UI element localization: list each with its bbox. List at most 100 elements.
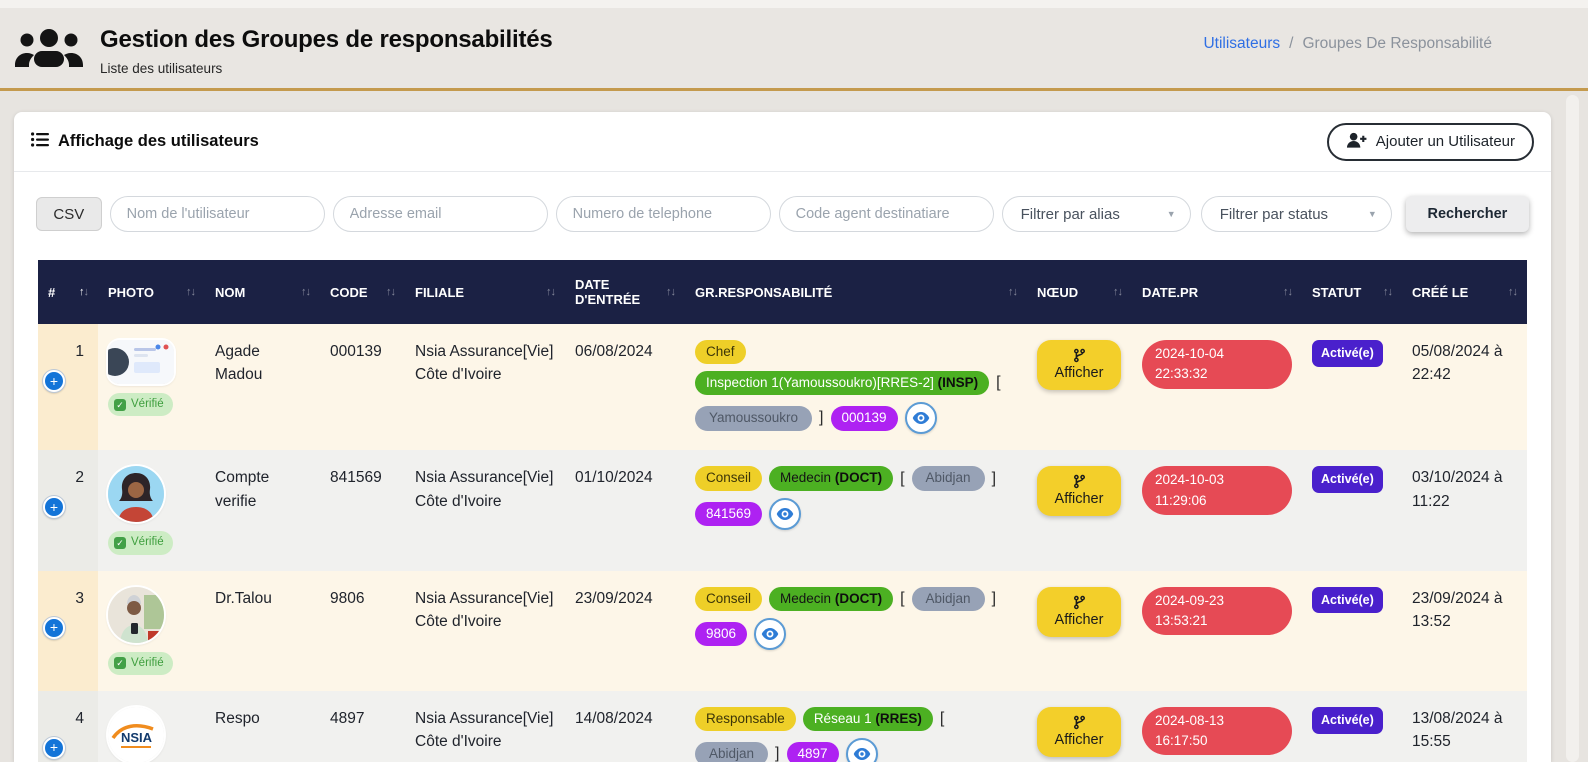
csv-export-button[interactable]: CSV — [36, 197, 102, 231]
cell-filiale: Nsia Assurance[Vie] Côte d'Ivoire — [405, 324, 565, 450]
bracket-open: [ — [940, 707, 944, 731]
agent-code-filter-input[interactable] — [779, 196, 994, 232]
column-header-nom[interactable]: NOM ↑↓ — [205, 260, 320, 324]
cell-noeud: Afficher — [1027, 571, 1132, 691]
username-filter-input[interactable] — [110, 196, 325, 232]
row-number: 1 — [75, 340, 84, 363]
column-header-code[interactable]: CODE ↑↓ — [320, 260, 405, 324]
table-row: 2 + ✓ Vérifié — [38, 450, 1527, 570]
users-table-wrap: # ↑↓ PHOTO ↑↓ NOM ↑↓ CODE ↑↓ FILIALE ↑↓ — [38, 260, 1527, 762]
row-number: 3 — [75, 587, 84, 610]
cell-date-pr: 2024-08-13 16:17:50 — [1132, 691, 1302, 762]
sort-icon: ↑↓ — [1508, 286, 1517, 298]
group-badge: Réseau 1 (RRES) — [803, 707, 933, 731]
column-header-date-entree[interactable]: DATE D'ENTRÉE ↑↓ — [565, 260, 685, 324]
cell-gr-responsabilite: Chef Inspection 1(Yamoussoukro)[RRES-2] … — [685, 324, 1027, 450]
add-user-button[interactable]: Ajouter un Utilisateur — [1327, 123, 1534, 161]
status-badge: Activé(e) — [1312, 587, 1383, 614]
view-details-button[interactable] — [905, 402, 937, 434]
scrollbar[interactable] — [1566, 95, 1579, 762]
show-node-button[interactable]: Afficher — [1037, 707, 1121, 757]
cell-num: 1 + — [38, 324, 98, 450]
role-badge: Responsable — [695, 707, 796, 731]
status-filter-select[interactable]: Filtrer par status ▼ — [1201, 196, 1392, 232]
breadcrumb-link-utilisateurs[interactable]: Utilisateurs — [1203, 35, 1280, 53]
expand-row-button[interactable]: + — [43, 370, 65, 392]
status-filter-value: Filtrer par status — [1220, 206, 1328, 223]
cell-gr-responsabilite: Conseil Medecin (DOCT) [ Abidjan ] 9806 — [685, 571, 1027, 691]
location-badge: Abidjan — [695, 742, 768, 762]
email-filter-input[interactable] — [333, 196, 548, 232]
check-icon: ✓ — [114, 399, 126, 411]
column-header-gr-responsabilite[interactable]: GR.RESPONSABILITÉ ↑↓ — [685, 260, 1027, 324]
view-details-button[interactable] — [754, 618, 786, 650]
cell-nom: Compte verifie — [205, 450, 320, 570]
expand-row-button[interactable]: + — [43, 617, 65, 639]
column-header-num[interactable]: # ↑↓ — [38, 260, 98, 324]
cell-date-pr: 2024-10-04 22:33:32 — [1132, 324, 1302, 450]
eye-icon — [912, 411, 930, 425]
cell-cree-le: 13/08/2024 à 15:55 — [1402, 691, 1527, 762]
location-badge: Abidjan — [912, 466, 985, 490]
cell-code: 841569 — [320, 450, 405, 570]
column-header-photo[interactable]: PHOTO ↑↓ — [98, 260, 205, 324]
status-badge: Activé(e) — [1312, 707, 1383, 734]
cell-cree-le: 03/10/2024 à 11:22 — [1402, 450, 1527, 570]
sort-icon: ↑↓ — [1113, 286, 1122, 298]
sort-icon: ↑↓ — [1383, 286, 1392, 298]
cell-noeud: Afficher — [1027, 691, 1132, 762]
eye-icon — [776, 507, 794, 521]
show-node-button[interactable]: Afficher — [1037, 466, 1121, 516]
sort-icon: ↑↓ — [301, 286, 310, 298]
search-button[interactable]: Rechercher — [1406, 196, 1529, 232]
cell-date-pr: 2024-09-23 13:53:21 — [1132, 571, 1302, 691]
row-number: 4 — [75, 707, 84, 730]
users-group-icon — [14, 26, 84, 79]
phone-filter-input[interactable] — [556, 196, 771, 232]
cell-code: 9806 — [320, 571, 405, 691]
column-header-date-pr[interactable]: DATE.PR ↑↓ — [1132, 260, 1302, 324]
table-row: 4 + NSIA ✓ Vérifié — [38, 691, 1527, 762]
cell-date-entree: 14/08/2024 — [565, 691, 685, 762]
column-header-statut[interactable]: STATUT ↑↓ — [1302, 260, 1402, 324]
bracket-close: ] — [992, 587, 996, 611]
column-header-filiale[interactable]: FILIALE ↑↓ — [405, 260, 565, 324]
cell-cree-le: 05/08/2024 à 22:42 — [1402, 324, 1527, 450]
expand-row-button[interactable]: + — [43, 737, 65, 759]
sort-icon: ↑↓ — [386, 286, 395, 298]
agent-code-badge: 9806 — [695, 622, 747, 646]
column-header-noeud[interactable]: NŒUD ↑↓ — [1027, 260, 1132, 324]
view-details-button[interactable] — [769, 498, 801, 530]
expand-row-button[interactable]: + — [43, 496, 65, 518]
cell-code: 000139 — [320, 324, 405, 450]
card-title-label: Affichage des utilisateurs — [58, 132, 259, 151]
view-details-button[interactable] — [846, 738, 878, 762]
bracket-open: [ — [900, 587, 904, 611]
cell-gr-responsabilite: Responsable Réseau 1 (RRES) [ Abidjan ] … — [685, 691, 1027, 762]
cell-statut: Activé(e) — [1302, 571, 1402, 691]
card-header: Affichage des utilisateurs Ajouter un Ut… — [14, 112, 1551, 172]
show-node-button[interactable]: Afficher — [1037, 340, 1121, 390]
role-badge: Conseil — [695, 466, 762, 490]
show-node-button[interactable]: Afficher — [1037, 587, 1121, 637]
breadcrumb-current: Groupes De Responsabilité — [1302, 35, 1492, 53]
sort-icon: ↑↓ — [1283, 286, 1292, 298]
group-badge: Medecin (DOCT) — [769, 466, 893, 490]
card-title: Affichage des utilisateurs — [31, 132, 259, 152]
git-branch-icon — [1072, 474, 1087, 489]
date-pr-badge: 2024-08-13 16:17:50 — [1142, 707, 1292, 756]
row-number: 2 — [75, 466, 84, 489]
page-title: Gestion des Groupes de responsabilités — [100, 26, 553, 54]
breadcrumb: Utilisateurs / Groupes De Responsabilité — [1203, 35, 1492, 53]
column-header-cree-le[interactable]: CRÉÉ LE ↑↓ — [1402, 260, 1527, 324]
cell-num: 4 + — [38, 691, 98, 762]
group-badge: Inspection 1(Yamoussoukro)[RRES-2] (INSP… — [695, 371, 989, 395]
agent-code-badge: 4897 — [787, 742, 839, 762]
alias-filter-select[interactable]: Filtrer par alias ▼ — [1002, 196, 1191, 232]
cell-photo: ✓ Vérifié — [98, 571, 205, 691]
cell-nom: Dr.Talou — [205, 571, 320, 691]
users-table: # ↑↓ PHOTO ↑↓ NOM ↑↓ CODE ↑↓ FILIALE ↑↓ — [38, 260, 1527, 762]
chevron-down-icon: ▼ — [1368, 209, 1377, 219]
group-badge: Medecin (DOCT) — [769, 587, 893, 611]
cell-noeud: Afficher — [1027, 324, 1132, 450]
